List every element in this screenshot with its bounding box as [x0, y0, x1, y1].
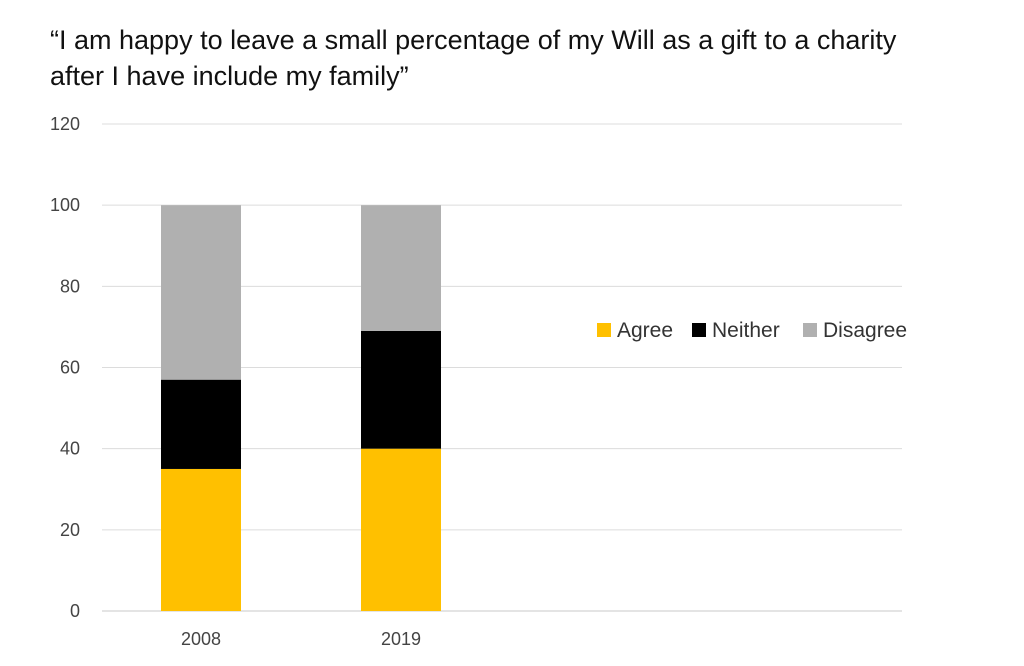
x-tick-label-2008: 2008 [181, 629, 221, 649]
y-tick-label-40: 40 [60, 439, 80, 459]
chart-title-line-1: “I am happy to leave a small percentage … [50, 25, 897, 55]
bar-neither-2008 [161, 379, 241, 469]
bar-neither-2019 [361, 330, 441, 449]
bar-disagree-2019 [361, 205, 441, 331]
chart-title: “I am happy to leave a small percentage … [50, 22, 1010, 94]
bar-agree-2019 [361, 448, 441, 611]
x-axis: 2008 2019 [181, 629, 421, 649]
legend-label-agree: Agree [617, 319, 673, 342]
legend-swatch-agree [597, 323, 611, 337]
legend-label-disagree: Disagree [823, 319, 907, 342]
legend-swatch-neither [692, 323, 706, 337]
x-tick-label-2019: 2019 [381, 629, 421, 649]
y-tick-label-60: 60 [60, 358, 80, 378]
bar-disagree-2008 [161, 205, 241, 380]
y-axis: 0 20 40 60 80 100 120 [50, 114, 80, 621]
y-tick-label-120: 120 [50, 114, 80, 134]
y-tick-label-0: 0 [70, 601, 80, 621]
bars [161, 205, 441, 611]
y-tick-label-100: 100 [50, 195, 80, 215]
legend-swatch-disagree [803, 323, 817, 337]
y-tick-label-80: 80 [60, 276, 80, 296]
legend: Agree Neither Disagree [597, 319, 907, 342]
bar-agree-2008 [161, 468, 241, 611]
chart-title-line-2: after I have include my family” [50, 61, 409, 91]
y-tick-label-20: 20 [60, 520, 80, 540]
legend-label-neither: Neither [712, 319, 780, 342]
